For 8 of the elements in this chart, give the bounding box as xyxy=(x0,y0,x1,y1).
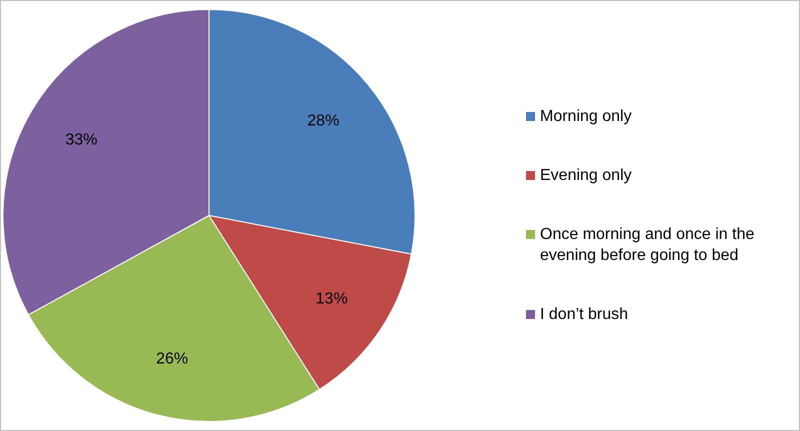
data-label: 33% xyxy=(65,131,98,148)
data-label: 13% xyxy=(316,290,348,308)
data-label: 28% xyxy=(307,112,340,130)
legend-label: Evening only xyxy=(540,166,632,186)
data-label: 26% xyxy=(156,350,188,368)
legend-label: I don’t brush xyxy=(540,305,628,325)
legend-label: Morning only xyxy=(540,107,632,127)
legend-label: Once morning and once in the evening before going to bed xyxy=(540,225,756,266)
